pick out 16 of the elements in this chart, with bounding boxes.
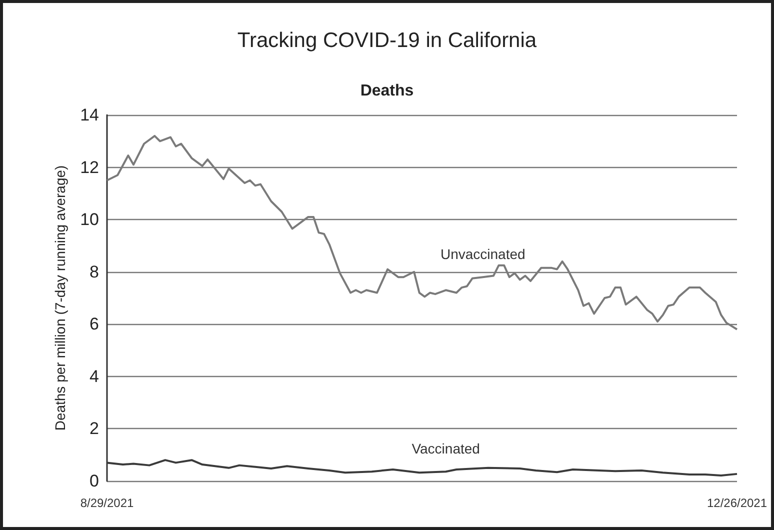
y-tick-label: 12 bbox=[80, 158, 99, 177]
y-axis-title: Deaths per million (7-day running average) bbox=[52, 165, 68, 431]
y-tick-label: 8 bbox=[90, 262, 99, 282]
series-label: Vaccinated bbox=[412, 440, 480, 457]
y-tick-label: 6 bbox=[90, 314, 99, 334]
x-tick-label: 12/26/2021 bbox=[706, 496, 768, 510]
chart-subtitle: Deaths bbox=[360, 82, 414, 100]
y-tick-label: 2 bbox=[90, 419, 99, 438]
y-tick-label: 14 bbox=[80, 106, 99, 124]
y-tick-label: 0 bbox=[90, 472, 99, 490]
chart-title: Tracking COVID-19 in California bbox=[237, 29, 537, 52]
x-tick-label: 8/29/2021 bbox=[80, 496, 134, 510]
y-tick-label: 4 bbox=[90, 366, 99, 386]
line-series bbox=[106, 134, 738, 330]
series-label: Unvaccinated bbox=[440, 246, 526, 262]
y-tick-label: 10 bbox=[80, 210, 99, 230]
